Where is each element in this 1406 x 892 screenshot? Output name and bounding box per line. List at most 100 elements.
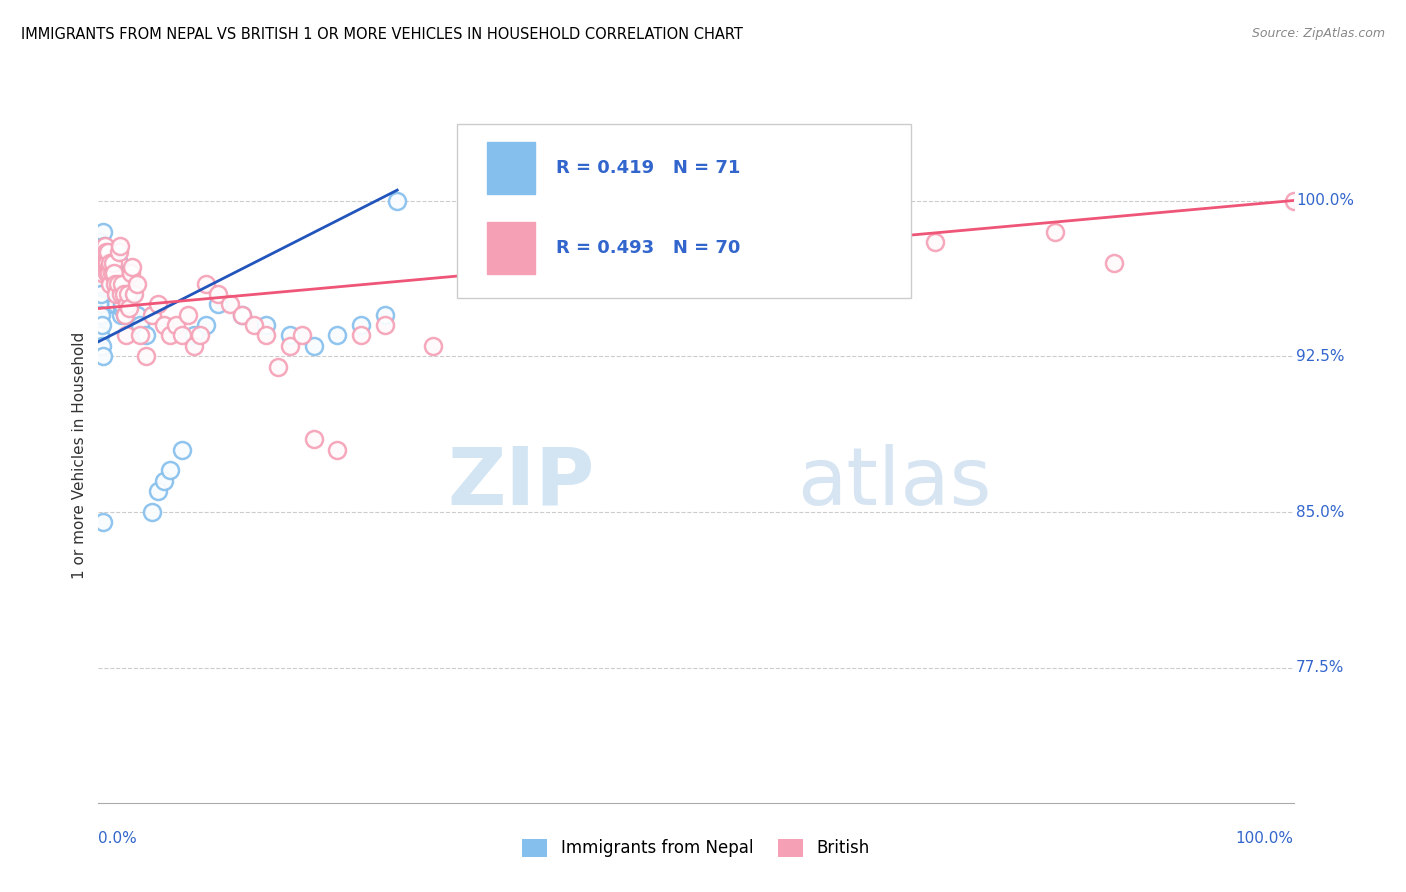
Point xyxy=(97,287,120,301)
Point xyxy=(254,328,277,343)
Point xyxy=(115,328,138,343)
Point xyxy=(105,287,128,301)
Point xyxy=(506,235,529,249)
Point xyxy=(90,266,112,280)
Point xyxy=(1043,225,1066,239)
Point xyxy=(111,301,134,316)
Point xyxy=(278,328,301,343)
Point xyxy=(1282,194,1305,208)
Point xyxy=(90,287,112,301)
Point xyxy=(91,339,114,353)
Point xyxy=(207,287,229,301)
Text: IMMIGRANTS FROM NEPAL VS BRITISH 1 OR MORE VEHICLES IN HOUSEHOLD CORRELATION CHA: IMMIGRANTS FROM NEPAL VS BRITISH 1 OR MO… xyxy=(21,27,742,42)
Point xyxy=(129,318,152,332)
Point xyxy=(118,301,141,316)
Point xyxy=(267,359,290,374)
Point xyxy=(159,328,181,343)
Point xyxy=(194,318,217,332)
Point xyxy=(1102,256,1125,270)
Point xyxy=(93,516,115,530)
Point xyxy=(194,277,217,291)
Point xyxy=(129,328,152,343)
Text: 92.5%: 92.5% xyxy=(1296,349,1344,364)
Point xyxy=(105,297,128,311)
Point xyxy=(661,214,683,228)
Point xyxy=(302,433,325,447)
Point xyxy=(278,328,301,343)
Point xyxy=(91,225,114,239)
Point xyxy=(101,260,124,274)
Point xyxy=(112,287,135,301)
Text: R = 0.493   N = 70: R = 0.493 N = 70 xyxy=(557,239,741,257)
Point xyxy=(107,281,129,295)
Point xyxy=(125,277,148,291)
Point xyxy=(267,359,290,374)
Point xyxy=(153,318,176,332)
Point xyxy=(108,287,131,301)
Point xyxy=(350,328,373,343)
Point xyxy=(326,442,349,457)
Point xyxy=(110,287,132,301)
Point xyxy=(374,308,396,322)
FancyBboxPatch shape xyxy=(486,222,534,274)
Point xyxy=(231,308,253,322)
Point xyxy=(93,239,115,253)
Point xyxy=(96,266,118,280)
Point xyxy=(107,281,129,295)
Point xyxy=(101,252,124,266)
Point xyxy=(91,266,114,280)
Point xyxy=(302,339,325,353)
Point xyxy=(290,328,312,343)
Point xyxy=(141,308,163,322)
Point xyxy=(96,277,118,291)
Point xyxy=(541,256,564,270)
Point xyxy=(254,318,277,332)
Point xyxy=(94,266,117,280)
Point xyxy=(172,328,194,343)
Point xyxy=(924,235,946,249)
Point xyxy=(96,281,118,295)
Point xyxy=(350,318,373,332)
Point xyxy=(91,266,114,280)
Point xyxy=(91,349,114,363)
Point xyxy=(231,308,253,322)
Point xyxy=(183,339,205,353)
Point xyxy=(110,287,132,301)
Point xyxy=(159,463,181,477)
Point xyxy=(135,328,157,343)
Point xyxy=(91,349,114,363)
Point xyxy=(374,318,396,332)
Point xyxy=(94,272,117,286)
Point xyxy=(96,245,118,260)
Point xyxy=(97,266,120,280)
Point xyxy=(114,308,136,322)
Point xyxy=(326,442,349,457)
Point xyxy=(1043,225,1066,239)
Point xyxy=(177,308,200,322)
Point xyxy=(100,266,122,280)
Point xyxy=(103,266,125,280)
Point xyxy=(278,339,301,353)
Point xyxy=(101,256,124,270)
Text: 0.0%: 0.0% xyxy=(98,830,138,846)
Text: 77.5%: 77.5% xyxy=(1296,660,1344,675)
Point xyxy=(91,260,114,274)
Point xyxy=(254,328,277,343)
Point xyxy=(148,297,170,311)
Point xyxy=(105,277,128,291)
Text: ZIP: ZIP xyxy=(447,443,595,522)
Point xyxy=(278,339,301,353)
Point xyxy=(290,328,312,343)
Point xyxy=(110,287,132,301)
Point xyxy=(108,287,131,301)
Point xyxy=(110,308,132,322)
Point xyxy=(104,287,127,301)
Point xyxy=(91,339,114,353)
Point xyxy=(98,266,121,280)
Point xyxy=(177,308,200,322)
Point xyxy=(135,328,157,343)
Point xyxy=(125,277,148,291)
Point xyxy=(709,245,731,260)
Point xyxy=(457,245,479,260)
Point xyxy=(422,339,444,353)
